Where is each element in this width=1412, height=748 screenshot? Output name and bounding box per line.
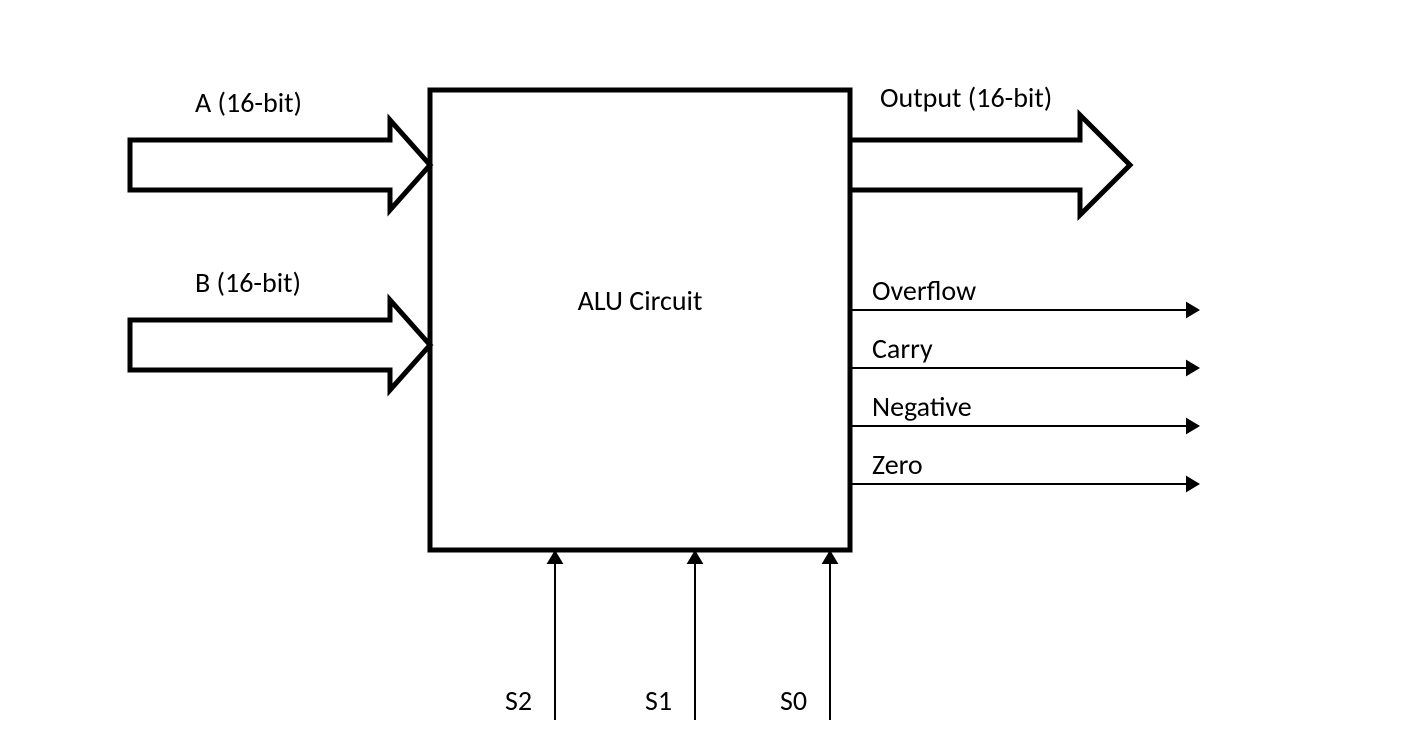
select-label-s1: S1 <box>645 683 672 718</box>
flag-label-zero: Zero <box>872 447 923 482</box>
output-label: Output (16-bit) <box>880 80 1052 115</box>
flag-arrowhead-carry <box>1186 360 1200 377</box>
flag-arrowhead-overflow <box>1186 302 1200 319</box>
alu-box <box>430 90 850 550</box>
flag-arrowhead-zero <box>1186 476 1200 493</box>
flag-label-carry: Carry <box>872 331 933 366</box>
input-a-arrow <box>130 120 430 210</box>
select-label-s0: S0 <box>780 683 807 718</box>
alu-box-label: ALU Circuit <box>578 283 703 318</box>
input-b-label: B (16-bit) <box>195 265 301 300</box>
input-a-label: A (16-bit) <box>195 85 302 120</box>
flag-arrowhead-negative <box>1186 418 1200 435</box>
select-label-s2: S2 <box>505 683 532 718</box>
alu-block-diagram: ALU Circuit A (16-bit) B (16-bit) Output … <box>0 0 1412 748</box>
output-arrow <box>850 115 1130 215</box>
flag-label-negative: Negative <box>872 389 972 424</box>
flag-label-overflow: Overflow <box>872 273 976 308</box>
input-b-arrow <box>130 300 430 390</box>
